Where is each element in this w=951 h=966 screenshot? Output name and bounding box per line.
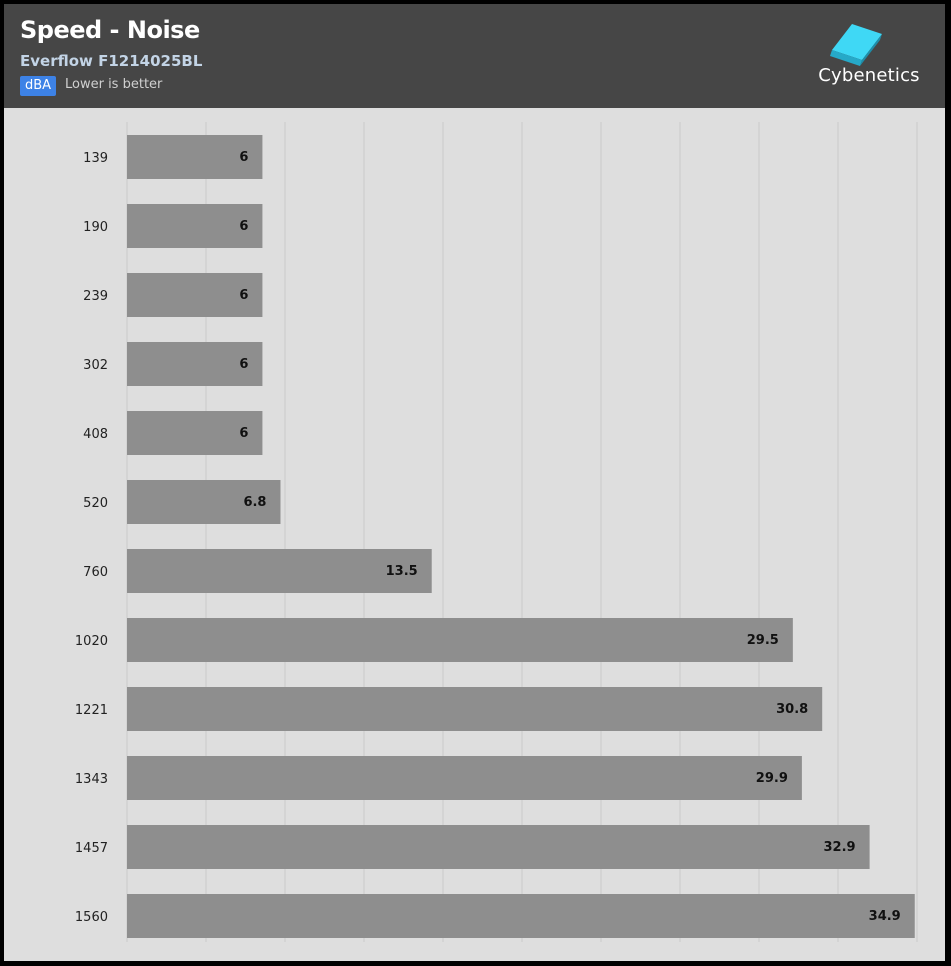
bar-239	[127, 273, 263, 317]
value-label-408: 6	[239, 426, 248, 441]
category-label-408: 408	[83, 427, 108, 442]
chart-title: Speed - Noise	[20, 16, 200, 44]
value-label-760: 13.5	[386, 564, 418, 579]
logo-text: Cybenetics	[818, 65, 920, 86]
category-label-302: 302	[83, 358, 108, 373]
value-label-520: 6.8	[243, 495, 266, 510]
category-label-1343: 1343	[75, 772, 108, 787]
value-label-139: 6	[239, 150, 248, 165]
category-label-760: 760	[83, 565, 108, 580]
value-label-190: 6	[239, 219, 248, 234]
unit-badge: dBA	[20, 76, 57, 96]
cybenetics-cube-icon	[830, 24, 882, 66]
bar-408	[127, 411, 263, 455]
chart-frame: Speed - Noise Everflow F1214025BL dBA Lo…	[4, 4, 945, 961]
category-label-239: 239	[83, 289, 108, 304]
bar-190	[127, 204, 263, 248]
chart-header: Speed - Noise Everflow F1214025BL dBA Lo…	[4, 4, 945, 108]
category-label-1560: 1560	[75, 910, 108, 925]
bar-1221	[127, 687, 823, 731]
bar-1560	[127, 894, 915, 938]
value-label-239: 6	[239, 288, 248, 303]
cybenetics-logo: Cybenetics	[814, 20, 924, 90]
category-label-1457: 1457	[75, 841, 108, 856]
value-label-1343: 29.9	[756, 771, 788, 786]
bar-1457	[127, 825, 870, 869]
bar-chart: 139 6 190 6 239 6 302 6 408 6 520 6.8 760 13.5 1020 29.…	[75, 122, 918, 942]
category-label-520: 520	[83, 496, 108, 511]
chart-subtitle: Everflow F1214025BL	[20, 52, 203, 70]
value-label-302: 6	[239, 357, 248, 372]
category-label-190: 190	[83, 220, 108, 235]
category-label-1020: 1020	[75, 634, 108, 649]
bar-1343	[127, 756, 802, 800]
value-label-1560: 34.9	[869, 909, 901, 924]
value-label-1457: 32.9	[824, 840, 856, 855]
value-label-1221: 30.8	[776, 702, 808, 717]
value-label-1020: 29.5	[747, 633, 779, 648]
lower-is-better-hint: Lower is better	[65, 77, 163, 92]
category-label-139: 139	[83, 151, 108, 166]
bar-302	[127, 342, 263, 386]
bar-760	[127, 549, 432, 593]
bar-139	[127, 135, 263, 179]
bar-1020	[127, 618, 793, 662]
category-label-1221: 1221	[75, 703, 108, 718]
bar-520	[127, 480, 281, 524]
